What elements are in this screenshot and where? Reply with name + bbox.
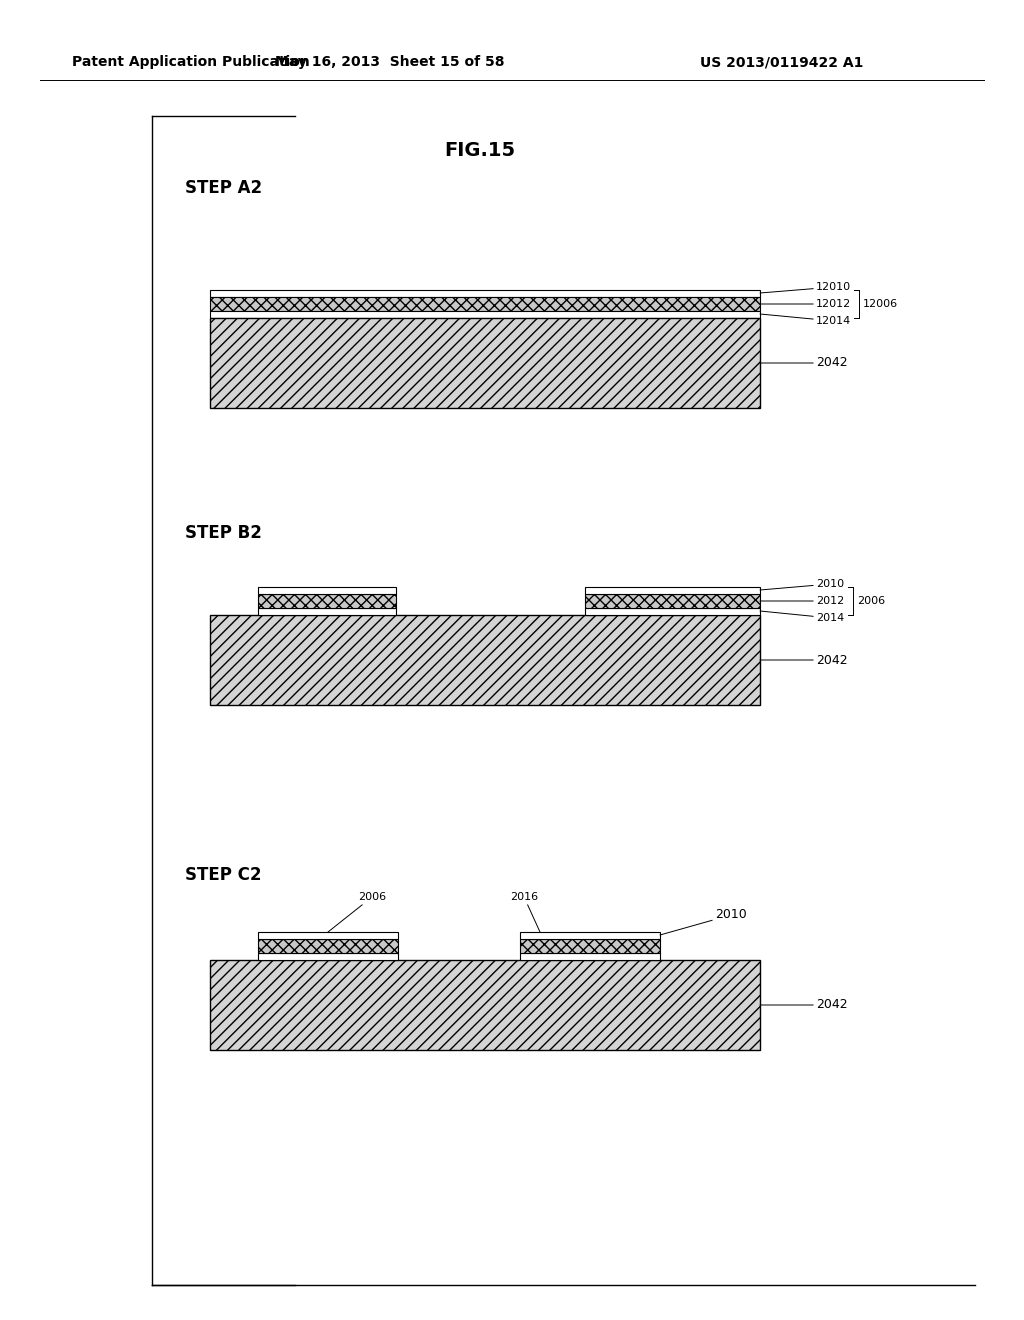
Bar [520, 953, 660, 960]
Text: 2010: 2010 [760, 579, 844, 590]
Text: 12014: 12014 [760, 314, 851, 326]
Bar [520, 932, 660, 939]
Text: 2012: 2012 [760, 597, 844, 606]
Bar [520, 939, 660, 953]
Text: May 16, 2013  Sheet 15 of 58: May 16, 2013 Sheet 15 of 58 [275, 55, 505, 69]
Bar [585, 594, 760, 609]
Text: STEP C2: STEP C2 [185, 866, 261, 884]
Bar [258, 609, 396, 615]
Text: 12012: 12012 [760, 300, 851, 309]
Text: 2006: 2006 [328, 892, 386, 932]
Text: 2016: 2016 [510, 892, 540, 932]
Bar [210, 297, 760, 312]
Bar [210, 312, 760, 318]
Text: 2014: 2014 [760, 611, 844, 623]
Bar [258, 594, 396, 609]
Bar [258, 587, 396, 594]
Text: 2010: 2010 [660, 908, 746, 935]
Text: 2042: 2042 [760, 356, 848, 370]
Text: 12006: 12006 [863, 300, 898, 309]
Bar [210, 615, 760, 705]
Text: 2006: 2006 [857, 597, 885, 606]
Text: 2042: 2042 [760, 653, 848, 667]
Bar [210, 290, 760, 297]
Bar [210, 318, 760, 408]
Text: Patent Application Publication: Patent Application Publication [72, 55, 309, 69]
Text: 12010: 12010 [760, 282, 851, 293]
Text: STEP B2: STEP B2 [185, 524, 262, 543]
Bar [258, 953, 398, 960]
Bar [585, 609, 760, 615]
Text: 2042: 2042 [760, 998, 848, 1011]
Text: US 2013/0119422 A1: US 2013/0119422 A1 [700, 55, 863, 69]
Bar [210, 960, 760, 1049]
Bar [258, 932, 398, 939]
Bar [585, 587, 760, 594]
Bar [258, 939, 398, 953]
Text: FIG.15: FIG.15 [444, 140, 515, 160]
Text: STEP A2: STEP A2 [185, 180, 262, 197]
